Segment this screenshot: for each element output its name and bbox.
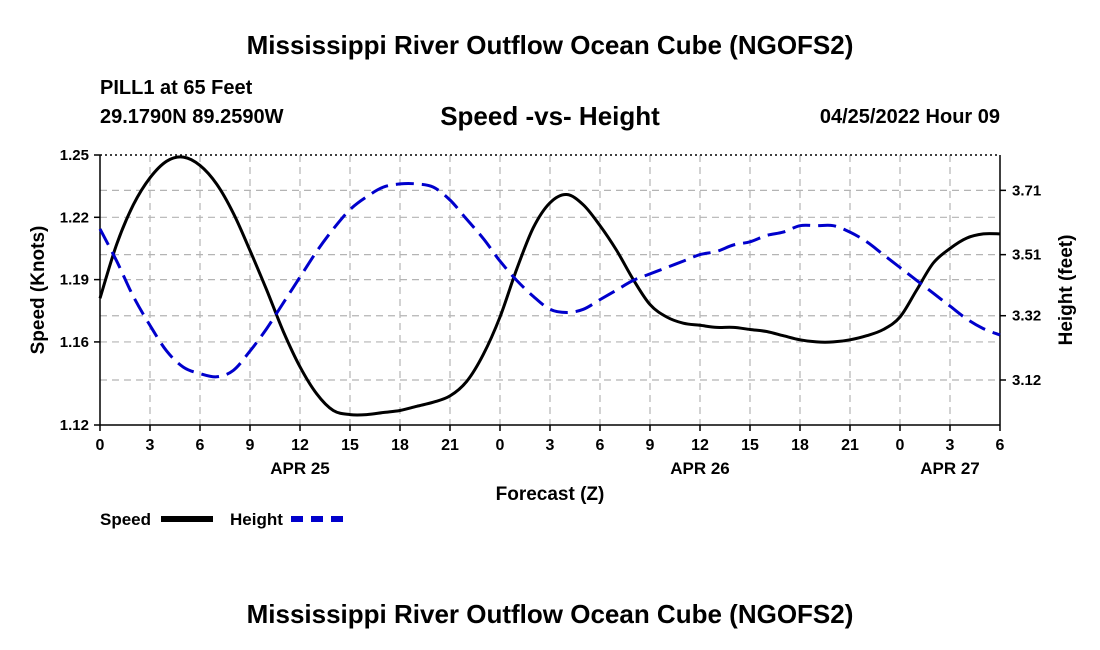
x-tick-label: 6 <box>196 437 205 454</box>
y-tick-label: 1.25 <box>60 147 89 164</box>
footer-title: Mississippi River Outflow Ocean Cube (NG… <box>246 599 854 629</box>
y2-tick-label: 3.32 <box>1012 308 1041 325</box>
legend-height-label: Height <box>230 510 283 529</box>
date-label: APR 25 <box>270 459 330 478</box>
x-tick-label: 3 <box>546 437 555 454</box>
station-label: PILL1 at 65 Feet <box>100 77 253 99</box>
x-tick-label: 18 <box>791 437 809 454</box>
legend-speed-swatch <box>161 516 213 522</box>
x-tick-label: 3 <box>946 437 955 454</box>
x-tick-label: 15 <box>741 437 759 454</box>
y-axis-title: Speed (Knots) <box>28 226 49 355</box>
y-tick-label: 1.22 <box>60 209 89 226</box>
y-tick-label: 1.12 <box>60 417 89 434</box>
x-tick-label: 9 <box>646 437 655 454</box>
height-series-line <box>98 182 1001 379</box>
y-tick-label: 1.19 <box>60 272 89 289</box>
x-tick-label: 6 <box>996 437 1005 454</box>
legend-height-swatch <box>291 516 343 522</box>
date-label: APR 27 <box>920 459 980 478</box>
page-title: Mississippi River Outflow Ocean Cube (NG… <box>246 30 854 60</box>
x-tick-label: 0 <box>96 437 105 454</box>
x-tick-label: 18 <box>391 437 409 454</box>
y2-tick-label: 3.71 <box>1012 182 1041 199</box>
speed-series-line <box>98 155 1001 417</box>
y2-tick-label: 3.12 <box>1012 372 1041 389</box>
chart-subtitle: Speed -vs- Height <box>440 101 660 131</box>
x-tick-label: 15 <box>341 437 359 454</box>
x-tick-label: 12 <box>691 437 709 454</box>
x-tick-label: 12 <box>291 437 309 454</box>
x-tick-label: 0 <box>896 437 905 454</box>
y2-tick-label: 3.51 <box>1012 247 1041 264</box>
y2-axis-title: Height (feet) <box>1056 235 1077 346</box>
forecast-datetime: 04/25/2022 Hour 09 <box>819 106 1000 128</box>
x-tick-label: 3 <box>146 437 155 454</box>
legend-speed-label: Speed <box>100 510 152 529</box>
station-coordinates: 29.1790N 89.2590W <box>100 106 284 128</box>
date-label: APR 26 <box>670 459 730 478</box>
y-tick-label: 1.16 <box>60 334 89 351</box>
x-tick-label: 6 <box>596 437 605 454</box>
x-axis-title: Forecast (Z) <box>496 484 605 505</box>
x-tick-label: 21 <box>441 437 459 454</box>
x-tick-label: 21 <box>841 437 859 454</box>
x-tick-label: 0 <box>496 437 505 454</box>
x-tick-label: 9 <box>246 437 255 454</box>
